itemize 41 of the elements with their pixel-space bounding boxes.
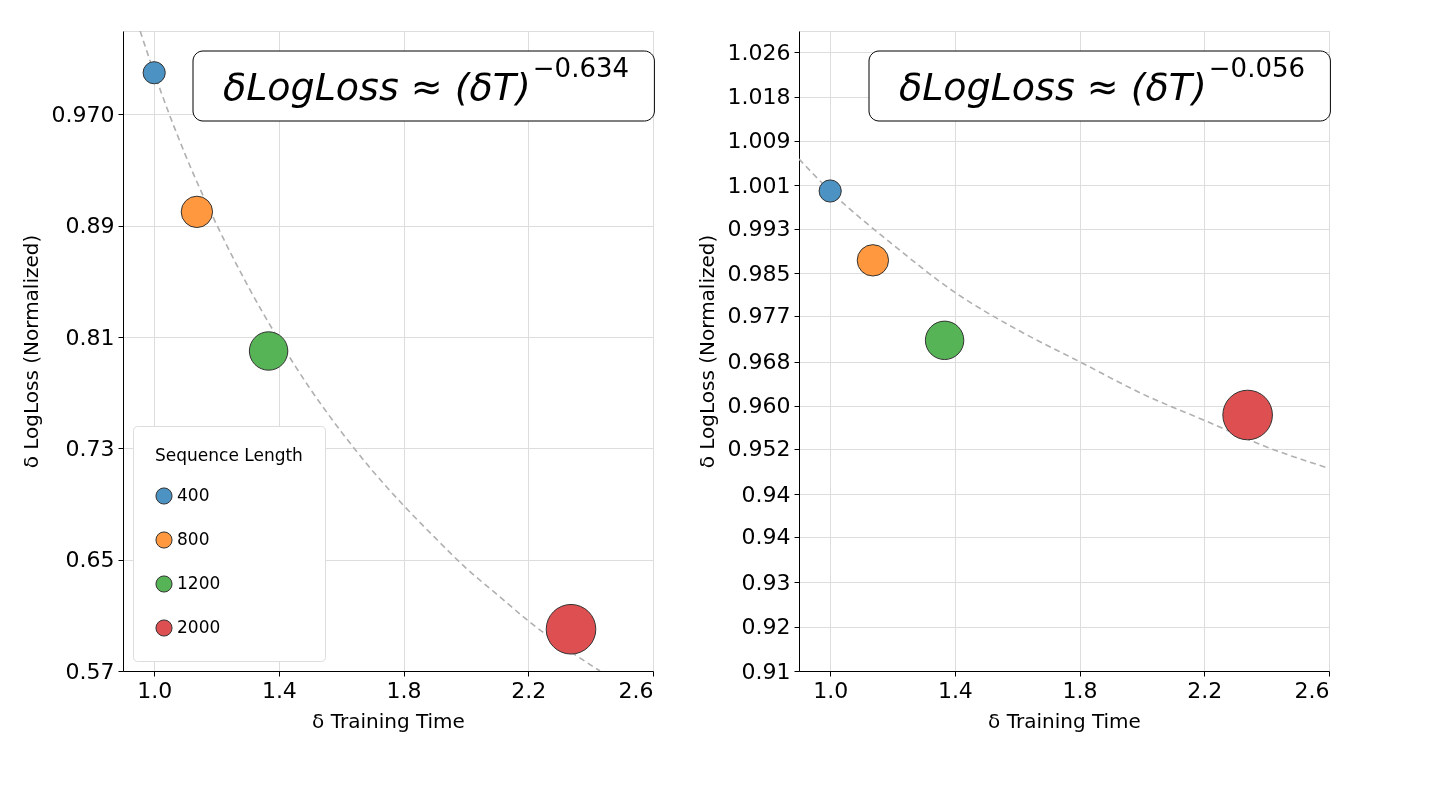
x-tick-label: 2.6 [618,677,654,703]
y-tick-label: 0.65 [65,547,115,573]
y-tick-label: 0.93 [741,569,791,595]
y-tick-label: 0.57 [65,658,115,684]
x-tick-label: 1.4 [937,677,973,703]
y-tick-label: 0.94 [741,481,791,507]
y-tick-label: 1.001 [727,172,791,198]
y-tick-label: 0.968 [727,349,791,375]
y-tick-label: 0.94 [741,524,791,550]
y-tick-label: 0.993 [727,216,791,242]
y-tick-label: 0.985 [727,260,791,286]
legend-label: 1200 [177,573,221,593]
x-axis-title: δ Training Time [988,708,1141,733]
y-axis-title: δ LogLoss (Normalized) [694,234,719,469]
legend-label: 800 [177,529,210,549]
legend-title: Sequence Length [155,445,303,465]
x-tick-label: 1.8 [386,677,422,703]
y-tick-label: 1.009 [727,128,791,154]
y-tick-label: 0.952 [727,436,791,462]
y-tick-label: 0.73 [65,435,115,461]
y-tick-label: 0.960 [727,393,791,419]
y-axis-title: δ LogLoss (Normalized) [18,234,43,469]
y-tick-label: 0.89 [65,213,115,239]
y-tick-label: 0.91 [741,658,791,684]
y-tick-label: 0.81 [65,324,115,350]
x-tick-label: 2.2 [511,677,547,703]
x-tick-label: 1.8 [1062,677,1098,703]
x-axis-title: δ Training Time [312,708,465,733]
x-tick-label: 1.4 [261,677,297,703]
y-tick-label: 1.026 [727,39,791,65]
legend-label: 400 [177,485,210,505]
line-series [799,158,1329,470]
x-tick-label: 2.6 [1294,677,1330,703]
y-tick-label: 0.92 [741,614,791,640]
x-tick-label: 1.0 [137,677,173,703]
legend-label: 2000 [177,617,221,637]
y-tick-label: 0.970 [51,101,115,127]
x-tick-label: 2.2 [1187,677,1223,703]
x-tick-label: 1.0 [813,677,849,703]
y-tick-label: 1.018 [727,84,791,110]
y-tick-label: 0.977 [727,303,791,329]
